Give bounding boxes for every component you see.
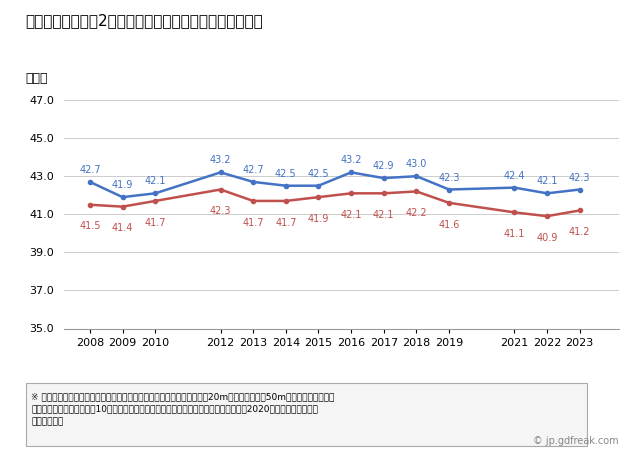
Text: 42.3: 42.3	[210, 206, 231, 216]
Text: 41.7: 41.7	[275, 218, 297, 228]
Text: 41.7: 41.7	[144, 218, 166, 228]
Text: 42.5: 42.5	[308, 169, 329, 179]
Text: 43.2: 43.2	[210, 155, 231, 166]
Text: ［点］: ［点］	[26, 72, 48, 85]
Text: 42.1: 42.1	[341, 210, 362, 220]
Text: 40.9: 40.9	[537, 233, 558, 243]
Text: 佐賀県　男子中学2年生の体力運動能力は向上しているか: 佐賀県 男子中学2年生の体力運動能力は向上しているか	[26, 14, 263, 28]
Text: 41.9: 41.9	[112, 180, 133, 190]
Text: 42.7: 42.7	[242, 165, 264, 175]
Text: 42.1: 42.1	[144, 176, 166, 186]
Text: 41.4: 41.4	[112, 223, 133, 233]
Text: 41.9: 41.9	[308, 214, 329, 224]
Text: 41.1: 41.1	[503, 229, 525, 239]
Text: 43.0: 43.0	[406, 159, 427, 169]
Text: 41.6: 41.6	[438, 220, 460, 230]
Text: 41.7: 41.7	[242, 218, 264, 228]
Text: 42.9: 42.9	[373, 161, 394, 171]
Legend: 佐賀県, 全国: 佐賀県, 全国	[264, 379, 419, 402]
Text: ※ 総合点は、握力、上体起こし、長座体前屈、反復横とび、持久走又は20mシャトルラン、50m走、立ち幅とび、ハ
ンドボール投げの各種目を10点満点で評価した合計: ※ 総合点は、握力、上体起こし、長座体前屈、反復横とび、持久走又は20mシャトル…	[31, 392, 334, 426]
Text: 41.2: 41.2	[569, 227, 590, 237]
Text: 42.1: 42.1	[537, 176, 558, 186]
Text: 42.5: 42.5	[275, 169, 297, 179]
Text: © jp.gdfreak.com: © jp.gdfreak.com	[533, 436, 619, 446]
Text: 42.3: 42.3	[569, 172, 590, 183]
FancyBboxPatch shape	[26, 382, 587, 446]
Text: 43.2: 43.2	[341, 155, 362, 166]
Text: 42.4: 42.4	[503, 171, 525, 180]
Text: 42.3: 42.3	[438, 172, 460, 183]
Text: 41.5: 41.5	[79, 221, 101, 231]
Text: 42.7: 42.7	[79, 165, 101, 175]
Text: 42.1: 42.1	[373, 210, 394, 220]
Text: 42.2: 42.2	[406, 208, 427, 218]
